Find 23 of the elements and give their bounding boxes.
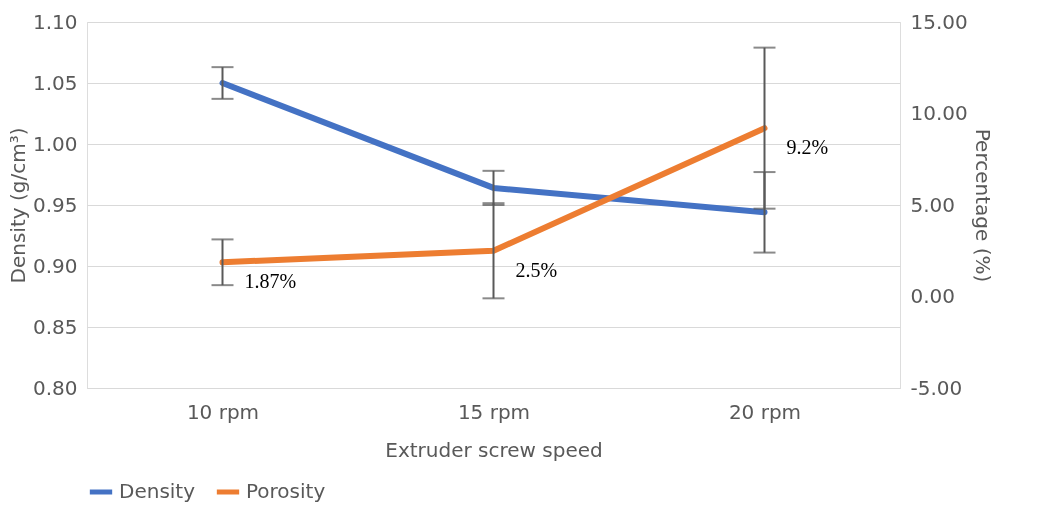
y2-tick-label: 15.00: [910, 9, 968, 34]
data-label: 9.2%: [786, 136, 829, 159]
y2-tick-label: 0.00: [910, 284, 956, 308]
x-tick-label: 20 rpm: [728, 399, 802, 424]
data-label: 2.5%: [515, 258, 558, 281]
y-tick-label: 0.80: [32, 375, 78, 400]
legend-label: Porosity: [246, 479, 326, 503]
data-label: 1.87%: [244, 270, 297, 293]
y2-axis-title: Percentage (%): [970, 128, 995, 283]
y-tick-label: 0.90: [32, 253, 78, 278]
y-tick-label: 0.95: [32, 192, 78, 217]
y-tick-label: 1.10: [32, 9, 78, 34]
x-tick-label: 10 rpm: [186, 399, 260, 424]
y2-tick-label: -5.00: [910, 375, 963, 400]
y2-tick-label: 5.00: [910, 192, 956, 217]
x-axis-title: Extruder screw speed: [385, 437, 603, 462]
y-tick-label: 1.00: [32, 131, 78, 156]
y-tick-label: 0.85: [32, 314, 78, 339]
y-tick-label: 1.05: [32, 70, 78, 95]
y2-tick-label: 10.00: [910, 101, 968, 125]
legend-label: Density: [119, 479, 196, 503]
y-axis-title: Density (g/cm³): [5, 127, 30, 284]
x-tick-label: 15 rpm: [457, 399, 531, 424]
